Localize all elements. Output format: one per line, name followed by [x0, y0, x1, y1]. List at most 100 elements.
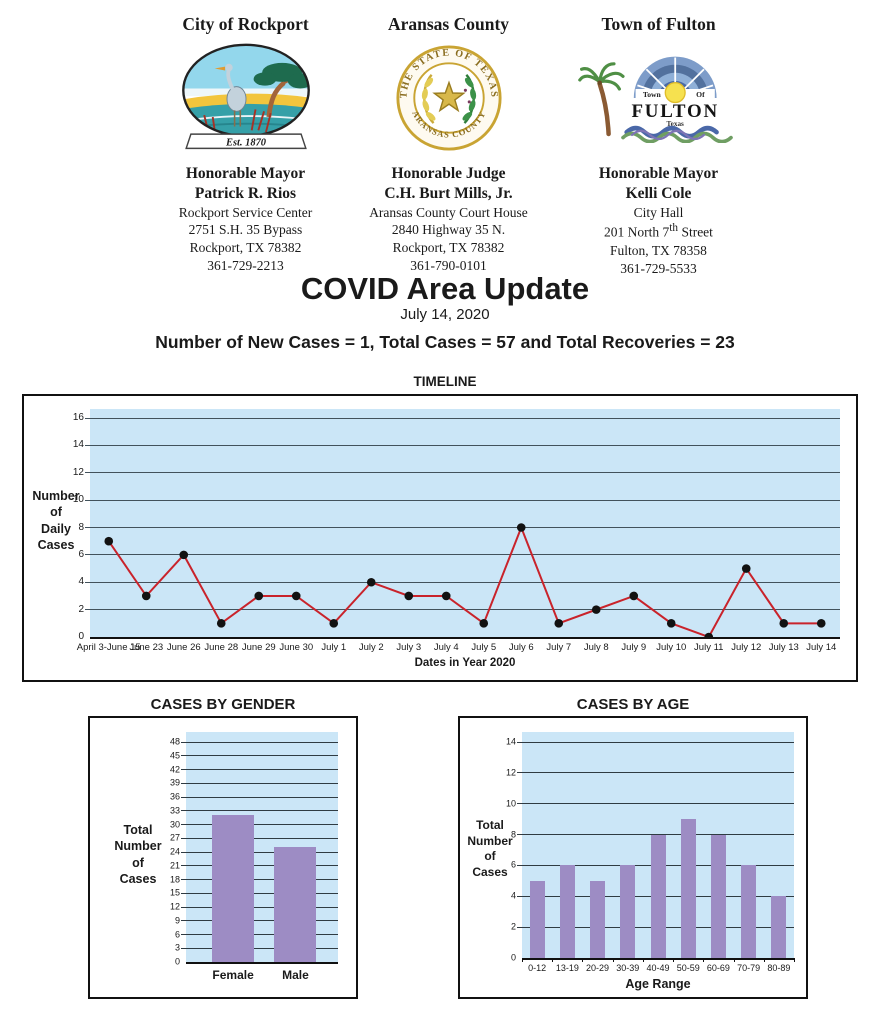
bar-40-49 [650, 834, 666, 958]
x-tick-label: 20-29 [586, 963, 610, 973]
fulton-address-line: 201 North 7th Street [556, 221, 761, 241]
data-point [479, 619, 489, 628]
gridline [181, 755, 338, 757]
x-tick-label: July 2 [358, 642, 384, 653]
y-tick-label: 48 [169, 736, 180, 747]
data-point [216, 619, 226, 628]
fulton-town-text: Town [642, 90, 661, 99]
axis-tick-mark [552, 958, 554, 962]
x-tick-label: July 9 [621, 642, 647, 653]
aransas-county-seal-icon: THE STATE OF TEXAS ARANSAS COUNTY [395, 45, 502, 151]
y-tick-label: 12 [505, 767, 516, 778]
gridline [181, 796, 338, 798]
bar-13-19 [559, 865, 575, 958]
aransas-address-line: Aransas County Court House [369, 204, 528, 220]
org-column-aransas: Aransas County THE STATE OF TEXAS ARANSA… [346, 14, 551, 275]
gridline [517, 803, 794, 805]
y-tick-label: 0 [174, 956, 180, 967]
y-tick-label: 16 [72, 412, 84, 423]
town-of-fulton-logo-icon: Town Of FULTON Texas [577, 56, 733, 143]
data-point [104, 536, 114, 546]
case-summary-stats: Number of New Cases = 1, Total Cases = 5… [155, 332, 735, 352]
gridline [181, 879, 338, 880]
page-title: COVID Area Update [300, 271, 590, 306]
fulton-street-number: 201 North 7 [604, 224, 670, 240]
y-tick-label: 4 [510, 890, 516, 901]
x-tick-label: June 29 [241, 642, 276, 653]
y-tick-label: 10 [505, 798, 516, 809]
y-tick-label: 14 [72, 439, 84, 451]
org-title-rockport: City of Rockport [182, 14, 309, 34]
data-point [141, 591, 151, 601]
rockport-address-line: Rockport Service Center [178, 204, 313, 220]
timeline-chart: Number of Daily Cases 0 2 4 6 8 10 12 14 16 April 3-… [22, 394, 858, 682]
gridline [181, 920, 338, 922]
y-tick-label: 6 [174, 929, 180, 939]
y-tick-label: 14 [505, 736, 516, 747]
y-tick-label: 10 [72, 494, 84, 506]
data-point [404, 591, 414, 601]
fulton-phone: 361-729-5533 [620, 260, 697, 276]
gridline [181, 906, 338, 908]
x-tick-label: 80-89 [767, 963, 791, 973]
gridline [85, 472, 840, 474]
data-point [329, 619, 339, 628]
data-point [291, 591, 301, 601]
est-1870-banner [184, 133, 307, 150]
data-point [554, 619, 564, 628]
rockport-address-line: 2751 S.H. 35 Bypass [188, 222, 303, 238]
fulton-address-line: Fulton, TX 78358 [610, 242, 707, 258]
aransas-address-line: Rockport, TX 78382 [392, 240, 505, 256]
data-point [779, 619, 789, 628]
fulton-official-role: Honorable Mayor [598, 165, 719, 182]
x-tick-label: 0-12 [528, 963, 547, 973]
laurel-wreath-icon [421, 74, 476, 124]
x-tick-label: July 7 [546, 642, 572, 653]
rockport-officials: Honorable Mayor Patrick R. Rios Rockport… [118, 164, 373, 275]
gender-plot-area: 0 3 6 9 12 15 18 21 24 27 30 33 36 39 42 45 48 Female Male [170, 732, 338, 982]
y-tick-label: 9 [174, 915, 180, 926]
x-tick-label: June 26 [166, 642, 201, 653]
bar-20-29 [590, 880, 606, 958]
gridline [85, 581, 840, 583]
gridline [85, 554, 840, 556]
palm-tree-icon [577, 62, 625, 137]
y-tick-label: 0 [510, 952, 516, 963]
data-point [441, 591, 451, 601]
gridline [517, 772, 794, 774]
axis-tick-mark [673, 958, 675, 962]
gridline [181, 934, 338, 935]
x-tick-label: 60-69 [706, 963, 730, 973]
y-tick-label: 18 [169, 874, 180, 884]
fulton-name-text: FULTON [631, 101, 718, 122]
rockport-address-line: Rockport, TX 78382 [189, 240, 302, 256]
axis-tick-mark [733, 958, 735, 962]
y-tick-label: 2 [78, 603, 84, 615]
heron-icon [214, 63, 246, 127]
data-point [741, 564, 751, 573]
bar-80-89 [771, 896, 787, 958]
data-point [629, 591, 639, 601]
gridline [85, 499, 840, 501]
rockport-official-name: Patrick R. Rios [194, 184, 297, 202]
gridline [85, 444, 840, 446]
timeline-y-axis-title: Number of Daily Cases [32, 489, 80, 552]
axis-tick-mark [642, 958, 644, 962]
x-tick-label: 70-79 [737, 963, 761, 973]
bar-60-69 [710, 834, 726, 958]
x-tick-label: Male [282, 968, 309, 982]
bar-50-59 [680, 819, 696, 958]
y-tick-label: 8 [78, 521, 84, 533]
axis-tick-mark [522, 958, 523, 962]
fulton-official-name: Kelli Cole [625, 184, 692, 202]
x-tick-label: June 23 [129, 642, 164, 653]
data-point [179, 550, 189, 560]
gridline [181, 769, 338, 770]
oak-tree-icon [253, 62, 309, 118]
y-tick-label: 2 [510, 921, 516, 932]
axis-tick-mark [763, 958, 765, 962]
city-of-rockport-seal-icon: Est. 1870 [181, 43, 310, 150]
x-tick-label: July 12 [731, 642, 762, 653]
x-tick-label: June 28 [204, 642, 239, 653]
data-point [516, 523, 526, 532]
